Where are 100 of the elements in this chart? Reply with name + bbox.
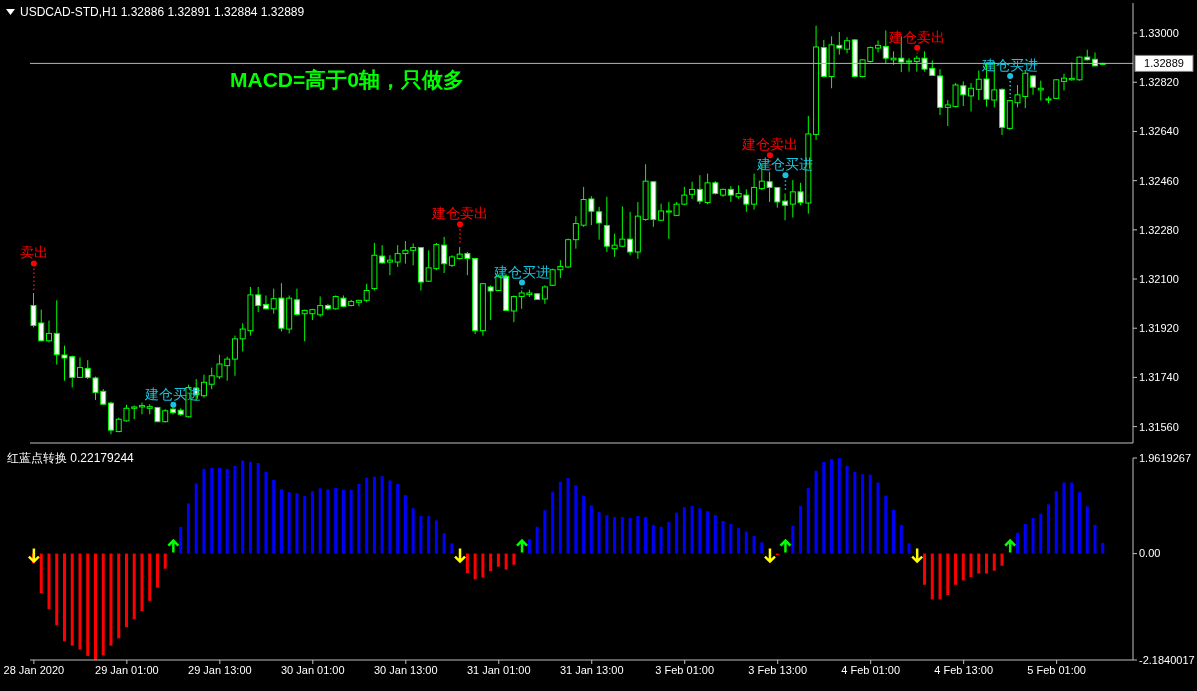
bar xyxy=(78,553,82,650)
bar xyxy=(744,531,748,554)
bar xyxy=(892,509,896,554)
bar xyxy=(349,489,353,554)
bar xyxy=(233,465,237,554)
bar xyxy=(310,491,314,554)
bar xyxy=(799,505,803,554)
bar xyxy=(667,521,671,554)
bar xyxy=(620,517,624,554)
bar xyxy=(1000,553,1004,566)
x-tick-label: 5 Feb 01:00 xyxy=(1027,663,1086,676)
bar xyxy=(558,481,562,554)
bar xyxy=(636,516,640,554)
x-tick-label: 4 Feb 13:00 xyxy=(934,663,994,676)
bar xyxy=(117,553,121,639)
bar xyxy=(450,543,454,554)
bar xyxy=(442,533,446,554)
bar xyxy=(985,553,989,574)
x-tick-label: 29 Jan 01:00 xyxy=(95,663,159,676)
bar xyxy=(791,525,795,554)
bar xyxy=(923,553,927,585)
bar xyxy=(760,542,764,554)
bar xyxy=(427,516,431,554)
bar xyxy=(682,507,686,554)
bar xyxy=(504,553,508,570)
bar xyxy=(737,527,741,554)
bar xyxy=(954,553,958,585)
bar xyxy=(930,553,934,600)
bar xyxy=(163,553,167,569)
bar xyxy=(814,470,818,554)
bar xyxy=(551,491,555,554)
y-tick-label: 0.00 xyxy=(1139,547,1161,560)
bar xyxy=(1047,504,1051,554)
x-tick-label: 31 Jan 13:00 xyxy=(559,663,624,676)
bar xyxy=(659,526,663,554)
bar xyxy=(241,460,245,554)
bar xyxy=(628,518,632,554)
bar xyxy=(535,526,539,554)
x-tick-label: 31 Jan 01:00 xyxy=(466,663,531,676)
bar xyxy=(1023,523,1027,554)
bar xyxy=(706,511,710,554)
bar xyxy=(1062,482,1066,554)
bar xyxy=(380,476,384,554)
bar xyxy=(93,553,97,660)
bar xyxy=(473,553,477,580)
bar xyxy=(837,458,841,554)
bar xyxy=(582,495,586,554)
bar xyxy=(194,483,198,554)
bar xyxy=(977,553,981,574)
bar xyxy=(907,543,911,554)
bar xyxy=(217,467,221,554)
bar xyxy=(481,553,485,578)
bar xyxy=(806,487,810,554)
bar xyxy=(729,523,733,554)
bar xyxy=(489,553,493,572)
x-tick-label: 30 Jan 01:00 xyxy=(281,663,345,676)
x-tick-label: 30 Jan 13:00 xyxy=(373,663,438,676)
bar xyxy=(527,538,531,554)
bar xyxy=(938,553,942,600)
bar xyxy=(1101,542,1105,554)
bar xyxy=(861,474,865,554)
bar xyxy=(698,508,702,554)
bar xyxy=(179,526,183,554)
bar xyxy=(132,553,136,620)
bar xyxy=(1016,532,1020,554)
x-tick-label: 4 Feb 01:00 xyxy=(841,663,901,676)
bar xyxy=(651,524,655,554)
bar xyxy=(566,478,570,554)
bar xyxy=(1085,506,1089,554)
bar xyxy=(899,524,903,554)
bar xyxy=(148,553,152,601)
bar xyxy=(70,553,74,646)
bar xyxy=(969,553,973,577)
bar xyxy=(1031,518,1035,554)
bar xyxy=(822,461,826,554)
bar xyxy=(884,495,888,554)
bar xyxy=(496,553,500,567)
bar xyxy=(1078,492,1082,554)
bar xyxy=(341,489,345,554)
bar xyxy=(62,553,66,642)
x-tick-label: 3 Feb 13:00 xyxy=(748,663,808,676)
bar xyxy=(248,461,252,554)
bar xyxy=(589,505,593,554)
bar xyxy=(434,520,438,554)
bar xyxy=(574,485,578,554)
bar xyxy=(303,496,307,554)
bar xyxy=(318,488,322,554)
bar xyxy=(830,459,834,554)
bar xyxy=(396,483,400,554)
x-tick-label: 29 Jan 13:00 xyxy=(188,663,252,676)
bar xyxy=(605,515,609,554)
bar xyxy=(55,553,59,626)
y-tick-label: -2.1840017 xyxy=(1139,653,1195,666)
bar xyxy=(140,553,144,612)
bar xyxy=(86,553,90,656)
bar xyxy=(465,553,469,574)
bar xyxy=(512,553,516,565)
bar xyxy=(39,553,43,594)
bar xyxy=(992,553,996,571)
bar xyxy=(124,553,128,628)
